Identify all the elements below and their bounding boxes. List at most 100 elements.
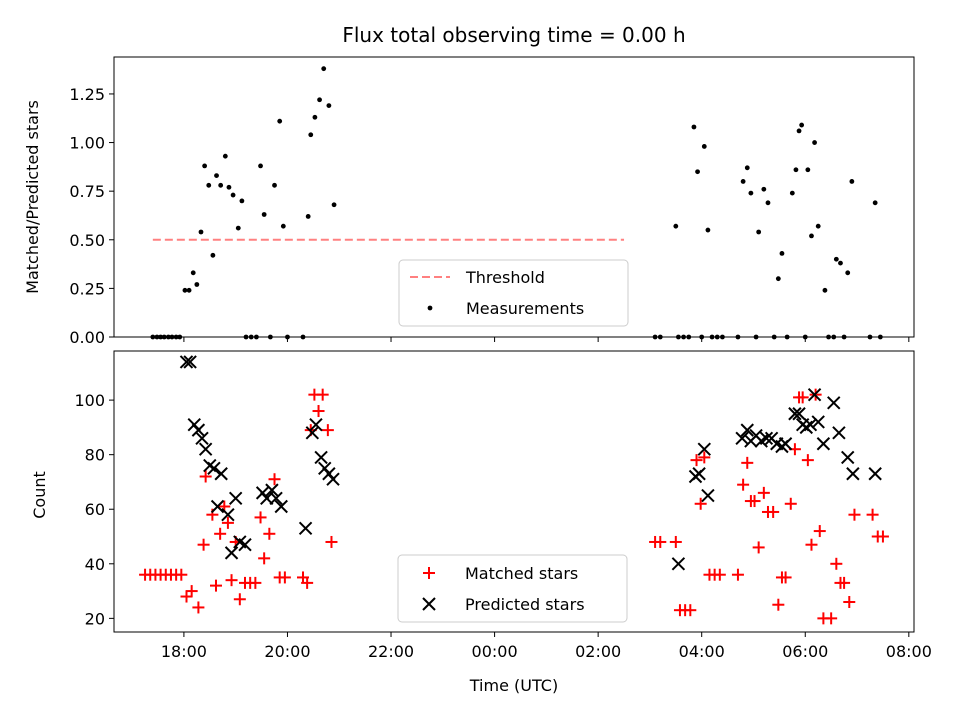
matched-star-point: [737, 478, 750, 491]
measurement-point: [261, 212, 267, 217]
measurement-point: [186, 287, 192, 293]
measurement-point: [845, 270, 851, 276]
x-tick-label: 06:00: [782, 642, 828, 661]
predicted-star-point: [735, 431, 749, 446]
measurement-point: [812, 140, 817, 145]
x-tick-label: 22:00: [368, 642, 414, 661]
top-legend: Threshold Measurements: [398, 259, 629, 327]
measurement-point: [190, 270, 196, 276]
predicted-star-point: [816, 437, 831, 451]
predicted-star-point: [827, 396, 841, 410]
legend-predicted-label: Predicted stars: [465, 595, 585, 614]
count-panel: Count Time (UTC) 20 40 60 80 100 18:00 20:00 22…: [30, 350, 932, 695]
matched-star-point: [748, 495, 761, 508]
top-axis-ticks: 0.00 0.25 0.50 0.75 1.00 1.25: [69, 85, 910, 347]
matched-star-point: [830, 557, 843, 570]
matched-star-point: [258, 552, 271, 565]
matched-star-point: [848, 508, 861, 521]
measurement-point: [695, 169, 700, 175]
top-y-tick-label: 1.00: [69, 134, 105, 153]
predicted-star-point: [198, 442, 213, 456]
matched-star-point: [694, 497, 707, 510]
measurement-point: [317, 97, 322, 103]
predicted-star-point: [210, 499, 225, 514]
matched-star-point: [312, 405, 325, 418]
matched-star-point: [199, 470, 212, 483]
predicted-star-point: [807, 387, 822, 402]
top-legend-box: [398, 259, 629, 327]
measurement-point: [277, 118, 283, 124]
predicted-star-point: [832, 426, 846, 440]
measurement-point: [280, 223, 286, 229]
top-y-axis-label: Matched/Predicted stars: [23, 100, 42, 294]
x-tick-label: 18:00: [161, 642, 207, 661]
predicted-star-point: [701, 488, 715, 503]
matched-star-point: [301, 576, 314, 589]
matched-star-point: [772, 598, 785, 611]
matched-star-point: [796, 391, 809, 404]
matched-star-point: [731, 568, 744, 581]
measurement-point: [756, 229, 762, 235]
matched-star-point: [263, 527, 276, 540]
measurement-point: [838, 260, 843, 266]
matched-star-point: [233, 593, 246, 606]
measurement-point: [230, 192, 236, 198]
matched-star-point: [698, 451, 711, 464]
measurement-point: [740, 179, 746, 184]
predicted-star-point: [269, 491, 283, 506]
predicted-star-point: [265, 483, 279, 497]
matched-star-point: [801, 454, 814, 467]
measurement-point: [789, 190, 795, 196]
x-tick-label: 08:00: [886, 642, 932, 661]
predicted-star-point: [671, 557, 686, 571]
legend-predicted-swatch: [422, 597, 436, 611]
matched-star-point: [690, 454, 703, 467]
measurement-point: [761, 186, 767, 192]
matched-star-point: [713, 568, 726, 581]
measurement-point: [673, 223, 679, 229]
legend-threshold-label: Threshold: [465, 268, 545, 287]
matched-star-point: [268, 473, 281, 486]
measurement-point: [194, 282, 200, 287]
predicted-star-point: [314, 450, 328, 465]
measurement-point: [796, 128, 802, 134]
x-tick-label: 04:00: [679, 642, 725, 661]
top-y-tick-label: 0.75: [69, 182, 105, 201]
predicted-star-point: [778, 437, 793, 451]
measurement-point: [872, 200, 878, 206]
measurement-point: [744, 165, 750, 171]
matched-star-point: [316, 388, 329, 401]
measurement-point: [775, 276, 781, 282]
predicted-star-point: [195, 431, 209, 446]
predicted-star-point: [792, 407, 806, 421]
predicted-star-point: [214, 467, 228, 481]
x-tick-label: 00:00: [472, 642, 518, 661]
x-axis-label: Time (UTC): [469, 676, 558, 695]
matched-star-point: [767, 505, 780, 518]
measurement-point: [202, 163, 208, 169]
bottom-plot-frame: [113, 350, 915, 633]
measurement-point: [691, 124, 697, 130]
predicted-star-point: [841, 450, 855, 465]
predicted-star-point: [697, 442, 711, 456]
x-tick-label: 20:00: [264, 642, 310, 661]
predicted-star-point: [298, 521, 313, 536]
matched-star-point: [813, 525, 826, 538]
bottom-y-tick-label: 100: [74, 391, 105, 410]
top-y-tick-label: 1.25: [69, 85, 105, 104]
predicted-star-point: [309, 417, 323, 432]
predicted-star-point: [228, 491, 243, 506]
predicted-star-point: [846, 467, 860, 481]
measurement-point: [765, 200, 771, 206]
top-y-tick-label: 0.00: [69, 328, 105, 347]
legend-measurements-label: Measurements: [466, 299, 584, 318]
measurement-point: [326, 103, 332, 109]
measurement-point: [833, 256, 839, 262]
matched-star-point: [669, 535, 682, 548]
measurement-point: [849, 179, 855, 184]
measurement-point: [815, 223, 821, 229]
measurement-point: [272, 182, 277, 188]
matched-star-point: [825, 612, 838, 625]
matched-star-point: [210, 579, 223, 592]
